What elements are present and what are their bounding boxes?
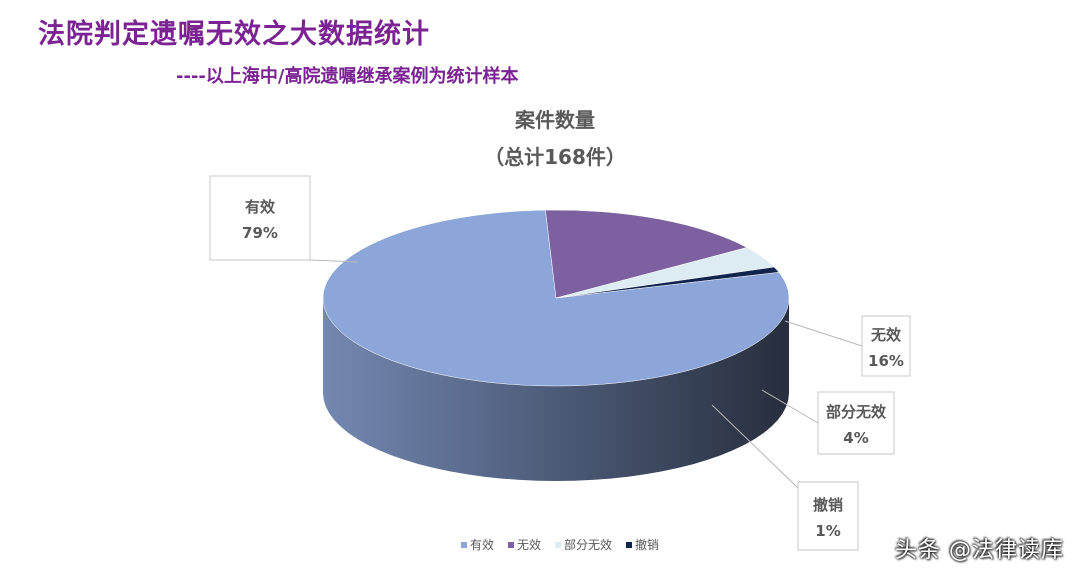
legend-label: 无效	[516, 538, 541, 552]
callout-invalid: 无效 16%	[784, 315, 911, 377]
callout-leader	[711, 404, 799, 489]
page-title: 法院判定遗嘱无效之大数据统计	[38, 19, 430, 50]
legend-swatch	[460, 541, 467, 548]
legend-swatch	[507, 541, 514, 548]
page-subtitle: ----以上海中/高院遗嘱继承案例为统计样本	[176, 66, 519, 87]
callout-box	[817, 391, 895, 455]
callout-label: 无效	[870, 326, 902, 344]
legend-swatch	[626, 541, 633, 548]
callout-partially-invalid: 部分无效 4%	[761, 389, 895, 455]
legend-label: 有效	[469, 538, 494, 552]
callout-leader	[309, 259, 359, 263]
legend-label: 撤销	[635, 538, 660, 552]
callout-label: 有效	[245, 198, 276, 216]
legend-swatch	[555, 541, 561, 548]
callout-box	[209, 175, 311, 261]
legend-item-invalid: 无效	[507, 536, 541, 553]
pie-sides	[323, 298, 789, 481]
pie-side-valid	[323, 298, 789, 481]
chart-legend: 有效 无效 部分无效 撤销	[0, 536, 1080, 553]
pie-slice-invalid	[545, 209, 748, 299]
callout-label: 部分无效	[826, 403, 887, 421]
chart-subtitle: （总计168件）	[484, 145, 626, 169]
chart-title: 案件数量	[515, 108, 595, 132]
callout-value: 79%	[242, 224, 278, 242]
callout-leader	[784, 320, 863, 347]
callout-box	[861, 315, 911, 377]
callout-value: 4%	[843, 429, 868, 447]
callout-valid: 有效 79%	[209, 175, 359, 263]
legend-label: 部分无效	[564, 538, 613, 552]
callout-revoked: 撤销 1%	[711, 404, 859, 551]
callout-value: 1%	[815, 522, 840, 540]
pie-slice-revoked	[555, 266, 780, 299]
callout-label: 撤销	[813, 496, 843, 514]
callout-leader	[761, 389, 819, 424]
legend-item-valid: 有效	[460, 536, 494, 553]
callout-box	[797, 481, 859, 551]
legend-item-partially-invalid: 部分无效	[555, 536, 612, 553]
callout-value: 16%	[868, 352, 904, 370]
watermark: 头条 @法律读库	[895, 538, 1064, 563]
legend-item-revoked: 撤销	[626, 536, 659, 553]
